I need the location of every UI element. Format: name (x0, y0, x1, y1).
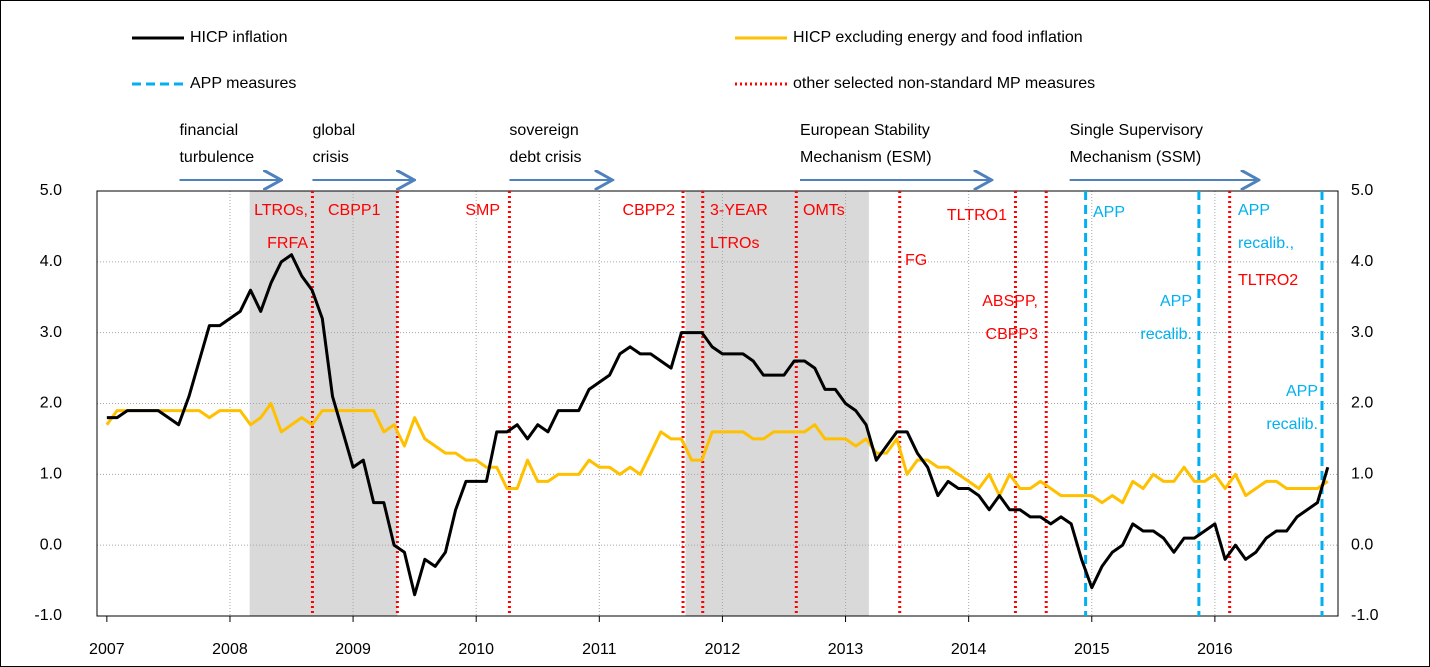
annotation: APP (1093, 204, 1125, 221)
annotation: FRFA (267, 235, 308, 252)
y-tick-label: -1.0 (34, 607, 62, 624)
y2-tick-label: 2.0 (1351, 395, 1373, 412)
x-tick-label: 2008 (212, 641, 248, 658)
x-tick-label: 2007 (89, 641, 125, 658)
legend-label: HICP excluding energy and food inflation (793, 29, 1083, 46)
annotation: 3-YEAR (710, 202, 768, 219)
annotation: ABSPP, (982, 293, 1038, 310)
x-tick-label: 2012 (705, 641, 741, 658)
x-tick-label: 2013 (828, 641, 864, 658)
y-tick-label: 4.0 (40, 253, 62, 270)
phase-label: Single Supervisory (1070, 122, 1203, 139)
x-tick-label: 2014 (951, 641, 987, 658)
annotation: recalib., (1238, 235, 1294, 252)
legend-label: HICP inflation (190, 29, 288, 46)
phase-label: Mechanism (ESM) (800, 149, 932, 166)
annotation: LTROs (710, 235, 759, 252)
annotation: recalib. (1140, 326, 1192, 343)
x-tick-label: 2016 (1197, 641, 1233, 658)
annotation: APP (1160, 293, 1192, 310)
y-tick-label: 1.0 (40, 466, 62, 483)
annotation: APP (1286, 383, 1318, 400)
annotation: APP (1238, 202, 1270, 219)
annotation: TLTRO2 (1238, 272, 1298, 289)
phase-label: turbulence (179, 149, 254, 166)
y2-tick-label: 4.0 (1351, 253, 1373, 270)
legend-label: other selected non-standard MP measures (793, 75, 1095, 92)
plot-border (96, 190, 1339, 617)
annotation: recalib. (1266, 416, 1318, 433)
annotation: CBPP2 (623, 202, 676, 219)
phase-label: Mechanism (SSM) (1070, 149, 1202, 166)
phase-label: debt crisis (509, 149, 581, 166)
y-tick-label: 2.0 (40, 395, 62, 412)
y-tick-label: 0.0 (40, 536, 62, 553)
annotation: CBPP1 (328, 202, 381, 219)
annotation: OMTs (803, 202, 845, 219)
legend-label: APP measures (190, 75, 296, 92)
phase-label: sovereign (509, 122, 578, 139)
x-tick-label: 2015 (1074, 641, 1110, 658)
y2-tick-label: 0.0 (1351, 536, 1373, 553)
annotation: FG (905, 252, 927, 269)
x-tick-label: 2009 (335, 641, 371, 658)
series-line (106, 253, 1330, 597)
annotation: LTROs, (254, 202, 308, 219)
y-tick-label: 3.0 (40, 324, 62, 341)
annotation: SMP (465, 202, 500, 219)
y2-tick-label: 3.0 (1351, 324, 1373, 341)
phase-label: global (312, 122, 355, 139)
y2-tick-label: 1.0 (1351, 466, 1373, 483)
y-tick-label: 5.0 (40, 182, 62, 199)
x-tick-label: 2011 (582, 641, 617, 658)
y2-tick-label: -1.0 (1351, 607, 1379, 624)
phase-label: financial (179, 122, 238, 139)
x-tick-label: 2010 (458, 641, 494, 658)
y2-tick-label: 5.0 (1351, 182, 1373, 199)
series-line (105, 402, 1329, 505)
annotation: CBPP3 (986, 326, 1039, 343)
annotation: TLTRO1 (947, 207, 1007, 224)
phase-label: European Stability (800, 122, 930, 139)
phase-label: crisis (312, 149, 348, 166)
